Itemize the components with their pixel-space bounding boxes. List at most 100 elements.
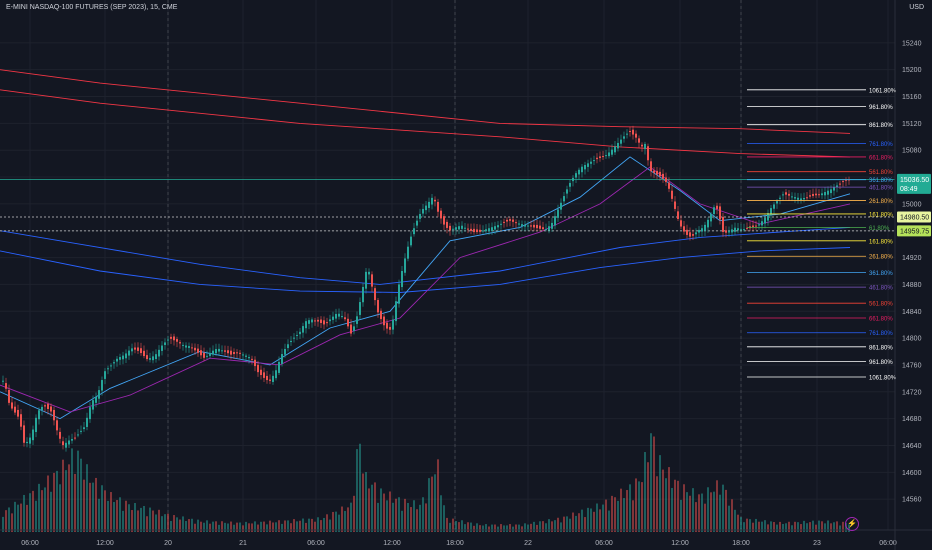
candle bbox=[563, 192, 565, 207]
x-tick-label: 12:00 bbox=[96, 540, 114, 547]
candle bbox=[188, 342, 190, 353]
candle bbox=[569, 179, 571, 192]
candle-body bbox=[668, 182, 670, 189]
candle-body bbox=[719, 206, 721, 220]
candle-body bbox=[797, 197, 799, 200]
candle bbox=[704, 221, 706, 237]
candle-body bbox=[740, 229, 742, 231]
candle-body bbox=[653, 170, 655, 173]
volume-bar bbox=[536, 524, 538, 532]
x-tick-label: 12:00 bbox=[671, 540, 689, 547]
volume-bar bbox=[395, 498, 397, 532]
volume-bar bbox=[674, 479, 676, 532]
volume-bar bbox=[44, 487, 46, 532]
volume-bar bbox=[98, 498, 100, 532]
candle bbox=[191, 343, 193, 353]
candle-body bbox=[263, 372, 265, 378]
candle-body bbox=[629, 130, 631, 132]
candle bbox=[287, 339, 289, 352]
candle bbox=[614, 140, 616, 155]
fib-level-label: 461.80% bbox=[869, 186, 893, 192]
volume-bar bbox=[665, 478, 667, 532]
volume-bar bbox=[41, 490, 43, 532]
volume-bar bbox=[14, 501, 16, 532]
candle bbox=[158, 345, 160, 361]
lightning-icon[interactable]: ⚡ bbox=[845, 517, 859, 531]
volume-bar bbox=[728, 505, 730, 532]
candle-body bbox=[215, 349, 217, 354]
volume-bar bbox=[758, 521, 760, 532]
candle bbox=[437, 198, 439, 217]
volume-bar bbox=[281, 523, 283, 532]
candle bbox=[686, 224, 688, 239]
currency-label[interactable]: USD bbox=[909, 4, 924, 11]
candle-body bbox=[671, 190, 673, 199]
candle-body bbox=[548, 226, 550, 231]
candle-body bbox=[278, 361, 280, 373]
candle bbox=[443, 214, 445, 230]
volume-bar bbox=[809, 522, 811, 532]
candle bbox=[170, 333, 172, 344]
candle bbox=[728, 226, 730, 237]
candle bbox=[50, 403, 52, 417]
candle bbox=[272, 370, 274, 385]
candle bbox=[233, 348, 235, 359]
candle bbox=[206, 350, 208, 360]
volume-bar bbox=[8, 507, 10, 532]
candle-body bbox=[146, 355, 148, 360]
fib-level-label: 961.80% bbox=[869, 360, 893, 366]
volume-bar bbox=[23, 494, 25, 532]
candle-body bbox=[119, 357, 121, 360]
candle-body bbox=[203, 352, 205, 358]
candle-body bbox=[140, 348, 142, 354]
candle-body bbox=[527, 225, 529, 227]
volume-bar bbox=[377, 502, 379, 532]
candle bbox=[731, 224, 733, 237]
candle-body bbox=[71, 438, 73, 441]
candle bbox=[53, 406, 55, 426]
candle-body bbox=[32, 429, 34, 441]
volume-bar bbox=[410, 507, 412, 532]
candle bbox=[338, 308, 340, 320]
candle-body bbox=[791, 196, 793, 198]
candle bbox=[11, 397, 13, 411]
candle bbox=[560, 198, 562, 214]
candle-body bbox=[803, 197, 805, 200]
volume-bar bbox=[392, 502, 394, 532]
x-tick-label: 18:00 bbox=[732, 540, 750, 547]
volume-bar bbox=[692, 488, 694, 532]
candle-body bbox=[713, 207, 715, 214]
volume-bar bbox=[530, 523, 532, 532]
volume-bar bbox=[128, 504, 130, 532]
candle bbox=[359, 297, 361, 320]
candle bbox=[470, 223, 472, 235]
candle bbox=[389, 323, 391, 335]
candle bbox=[827, 186, 829, 200]
candle bbox=[128, 346, 130, 360]
volume-bar bbox=[827, 520, 829, 532]
candle-body bbox=[611, 149, 613, 155]
candle bbox=[242, 352, 244, 361]
candle-body bbox=[686, 229, 688, 235]
volume-bar bbox=[20, 503, 22, 532]
moving-average-6 bbox=[0, 166, 851, 413]
candle bbox=[446, 219, 448, 234]
volume-bar bbox=[527, 524, 529, 532]
candle-body bbox=[125, 353, 127, 359]
candle-body bbox=[359, 302, 361, 315]
x-tick-label: 06:00 bbox=[307, 540, 325, 547]
candle-body bbox=[590, 161, 592, 164]
candle bbox=[431, 193, 433, 210]
candle bbox=[647, 143, 649, 166]
candle bbox=[653, 167, 655, 178]
volume-bar bbox=[500, 524, 502, 532]
volume-bar bbox=[134, 503, 136, 532]
volume-bar bbox=[590, 508, 592, 532]
candle-body bbox=[386, 322, 388, 329]
volume-bar bbox=[608, 510, 610, 532]
candle bbox=[743, 223, 745, 232]
candle-body bbox=[473, 228, 475, 233]
volume-bar bbox=[416, 509, 418, 532]
candle-body bbox=[839, 183, 841, 185]
